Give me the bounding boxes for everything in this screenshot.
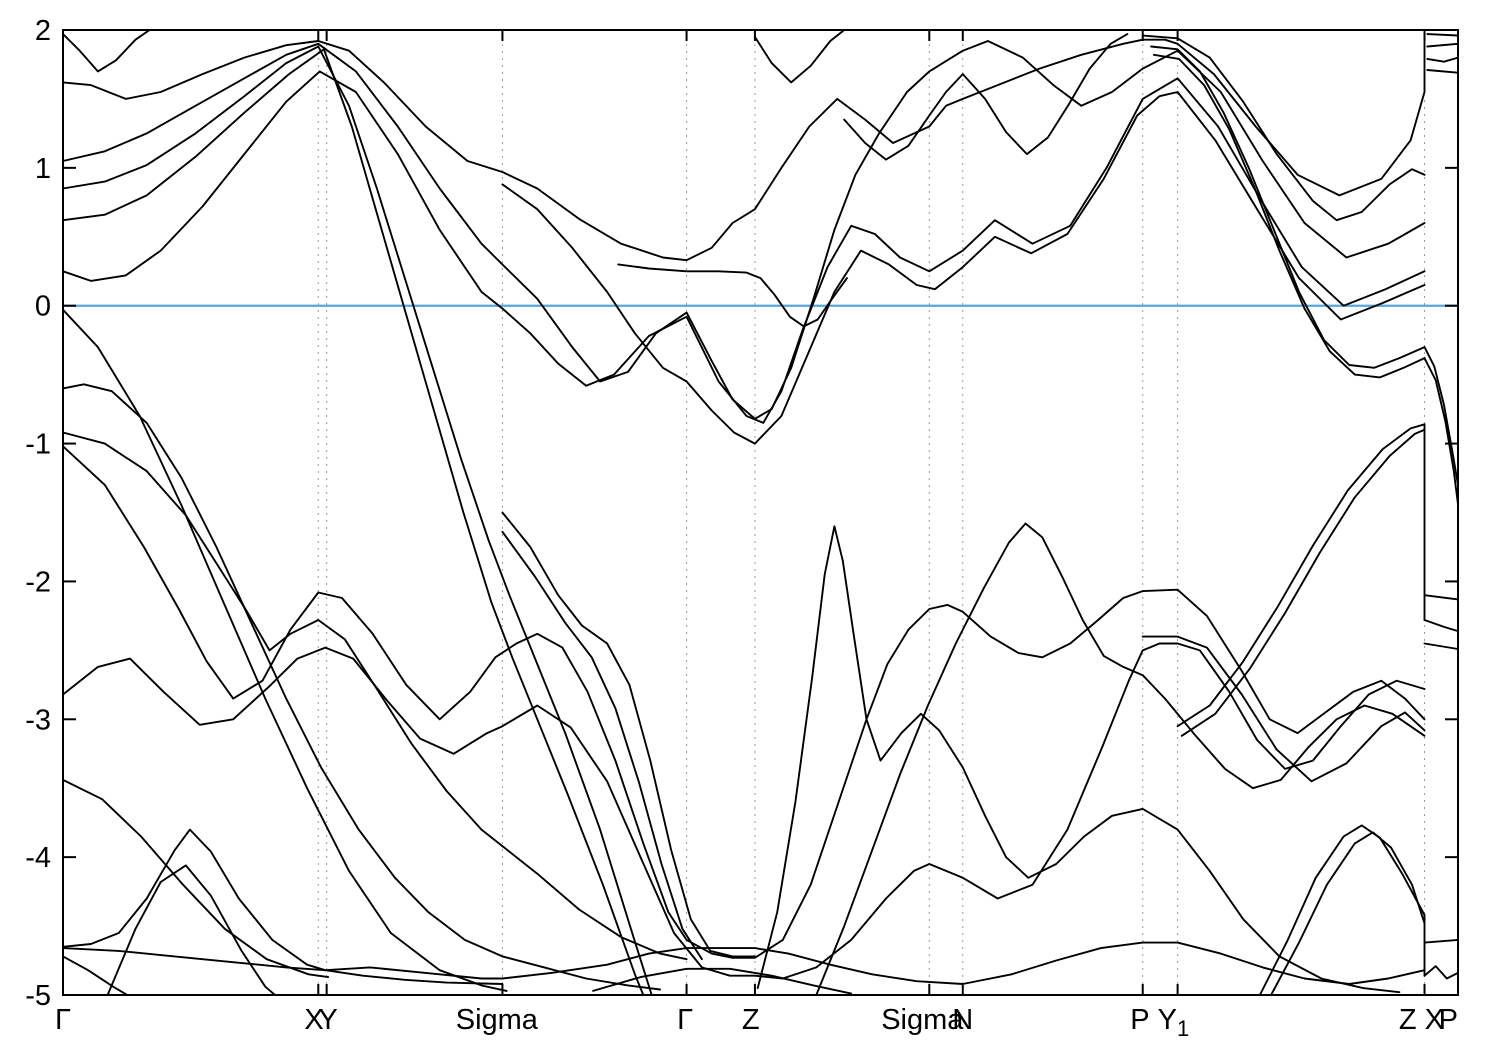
band-curve [62, 431, 688, 961]
band-curve [1426, 42, 1459, 48]
band-curve [62, 778, 330, 979]
band-curve [62, 941, 1426, 985]
k-point-label: X [304, 1004, 323, 1036]
band-curve [62, 48, 645, 996]
band-curve [501, 511, 756, 958]
k-point-label: Γ [677, 1004, 693, 1036]
plot-border [62, 29, 1459, 996]
band-curve [1176, 423, 1426, 728]
band-curve [1258, 824, 1426, 996]
y-tick-label: -2 [25, 566, 51, 598]
band-curve [62, 29, 151, 73]
energy-bands [62, 29, 1459, 996]
k-point-label: Γ [55, 1004, 71, 1036]
k-point-label: Z [1399, 1004, 1417, 1036]
band-curve [1426, 56, 1459, 63]
y-tick-label: 1 [35, 153, 51, 185]
k-point-label: Z [742, 1004, 760, 1036]
band-curve [843, 33, 1129, 161]
k-point-label-subscript: 1 [1177, 1016, 1189, 1041]
band-curve [1150, 45, 1426, 369]
band-curve [753, 29, 846, 84]
band-curve [62, 70, 1426, 424]
band-curve [1426, 69, 1459, 74]
band-curve [62, 828, 504, 985]
band-curve [62, 445, 1426, 959]
band-curve [617, 263, 848, 328]
band-curve [1141, 635, 1426, 783]
y-tick-label: -4 [25, 842, 51, 874]
band-curve [815, 522, 1426, 996]
band-curve [1423, 642, 1459, 650]
band-curve [62, 383, 662, 991]
band-curve [1270, 831, 1426, 996]
band-curve [501, 530, 703, 961]
band-curve [1423, 619, 1459, 633]
band-curve [1426, 33, 1459, 37]
band-curve [1423, 357, 1459, 506]
band-curve [62, 955, 129, 996]
y-tick-label: -3 [25, 704, 51, 736]
k-point-label: X [1425, 1004, 1444, 1036]
k-point-label: P [1130, 1004, 1149, 1036]
axes-and-ticks [62, 29, 1459, 996]
y-tick-label: 0 [35, 291, 51, 323]
band-curve [592, 967, 853, 995]
band-curve [106, 864, 276, 996]
band-curve [1423, 938, 1459, 944]
band-curve [1423, 965, 1459, 980]
band-curve [62, 40, 1426, 420]
y-tick-label: -5 [25, 980, 51, 1012]
band-curve [501, 91, 1426, 445]
band-curve [1180, 428, 1426, 737]
band-curve [1141, 34, 1426, 222]
k-point-label: Sigma [456, 1004, 539, 1036]
k-point-label: Y [318, 1004, 337, 1036]
band-curve [1423, 346, 1459, 486]
y-tick-label: -1 [25, 429, 51, 461]
band-curve [62, 642, 1426, 980]
band-curve [1423, 594, 1459, 601]
band-curve [62, 308, 508, 992]
k-point-label: Y1 [1158, 1004, 1190, 1041]
y-tick-label: 2 [35, 15, 51, 47]
k-point-label: P [1439, 1004, 1458, 1036]
k-point-label: Sigma [881, 1004, 964, 1036]
band-curve [1152, 53, 1426, 379]
k-point-label: N [952, 1004, 973, 1036]
band-curve [756, 525, 1401, 994]
band-curve [62, 45, 653, 996]
